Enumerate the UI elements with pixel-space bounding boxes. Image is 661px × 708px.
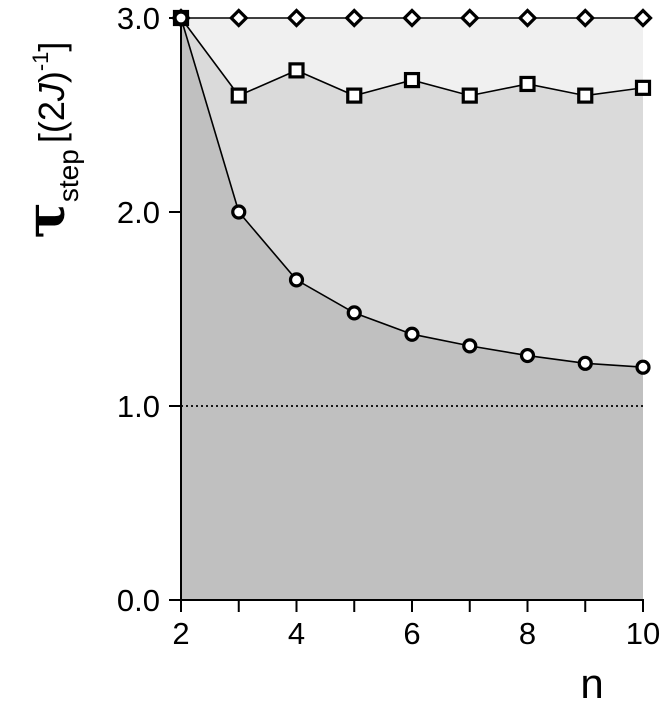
- marker-square-9: [577, 87, 594, 104]
- marker-circle-4: [288, 272, 305, 288]
- marker-diamond-9: [575, 8, 596, 28]
- y-axis-label-end: ]: [31, 42, 72, 52]
- marker-circle-2: [173, 10, 189, 26]
- x-tick-label-8: 8: [519, 616, 536, 651]
- marker-square-7: [461, 87, 478, 104]
- y-axis-label-close: ): [31, 71, 72, 83]
- marker-square-5: [346, 87, 363, 104]
- fill-bottom-region: [181, 18, 643, 600]
- y-axis-label-open: [(2: [31, 101, 72, 143]
- marker-circle-7: [462, 338, 478, 354]
- x-tick-label-4: 4: [288, 616, 305, 651]
- y-axis-label-subscript: step: [53, 149, 84, 202]
- fill-middle-region: [181, 18, 643, 368]
- axes: [169, 17, 644, 612]
- series-markers: [171, 8, 653, 375]
- marker-circle-5: [346, 305, 362, 321]
- region-fills: [181, 18, 643, 600]
- marker-circle-10: [635, 359, 651, 375]
- y-axis-label: τstep [(2J)-1]: [13, 42, 84, 239]
- marker-square-3: [230, 87, 247, 104]
- marker-square-10: [634, 79, 652, 96]
- y-tick-label-0: 0.0: [117, 583, 160, 618]
- svg-text:τstep[(2J)-1]: τstep [(2J)-1]: [13, 42, 84, 239]
- x-tick-label-10: 10: [626, 616, 660, 651]
- marker-diamond-4: [286, 8, 307, 28]
- marker-square-8: [519, 75, 536, 93]
- tick-labels: 2 4 6 8 10 0.0 1.0 2.0 3.0: [117, 1, 660, 651]
- y-tick-label-3: 3.0: [117, 1, 160, 36]
- y-axis-label-superscript: -1: [28, 52, 53, 72]
- x-tick-label-6: 6: [403, 616, 420, 651]
- marker-circle-8: [519, 347, 536, 364]
- marker-circle-6: [404, 326, 420, 342]
- marker-square-6: [403, 71, 421, 89]
- marker-circle-9: [577, 355, 593, 371]
- y-tick-label-2: 2.0: [117, 195, 160, 230]
- y-axis-label-italic: J: [31, 82, 72, 102]
- marker-diamond-5: [344, 8, 365, 28]
- x-tick-label-2: 2: [172, 616, 189, 651]
- y-tick-label-1: 1.0: [117, 389, 160, 424]
- marker-diamond-6: [402, 8, 422, 28]
- y-axis-label-symbol: τ: [13, 202, 77, 238]
- x-axis-label: n: [580, 660, 603, 707]
- marker-diamond-3: [228, 8, 249, 28]
- marker-circle-3: [231, 204, 247, 220]
- marker-diamond-7: [459, 8, 480, 28]
- marker-square-4: [288, 62, 305, 79]
- marker-diamond-8: [517, 8, 538, 28]
- marker-diamond-10: [633, 8, 653, 28]
